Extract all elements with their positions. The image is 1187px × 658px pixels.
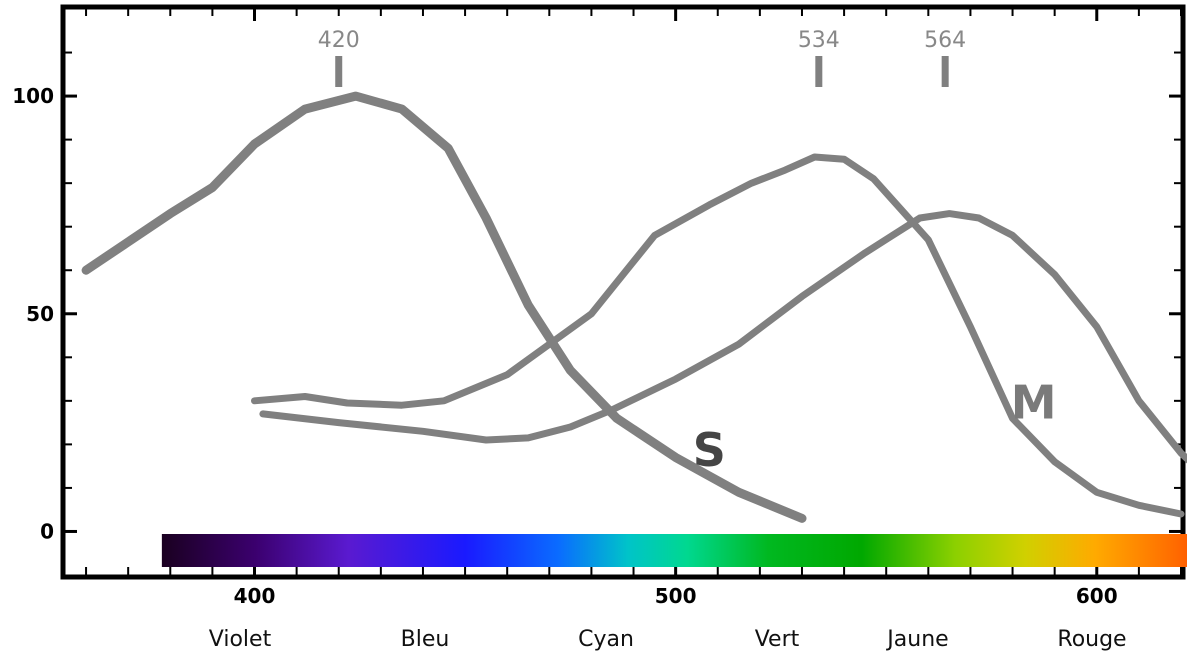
axis-ticks: 0 50 100 400 500 600 — [12, 9, 1182, 608]
series-line-l — [259, 210, 1187, 464]
spectrum-bar — [161, 534, 1187, 567]
y-tick-label: 100 — [12, 84, 54, 108]
color-name-jaune: Jaune — [885, 627, 948, 652]
y-tick-label: 0 — [40, 519, 54, 543]
peak-label: 534 — [798, 28, 840, 53]
plot-frame — [60, 4, 1186, 580]
color-name-rouge: Rouge — [1057, 627, 1126, 652]
color-name-bleu: Bleu — [401, 627, 450, 652]
peak-label: 420 — [318, 28, 360, 53]
series-labels: SML — [693, 375, 1057, 477]
series-label-s: S — [693, 423, 726, 477]
peak-label: 564 — [924, 28, 966, 53]
y-tick-label: 50 — [26, 302, 54, 326]
series-line-m — [251, 153, 1185, 518]
color-name-cyan: Cyan — [578, 627, 634, 652]
color-names: Violet Bleu Cyan Vert Jaune Rouge — [209, 627, 1127, 652]
series-line-s — [81, 91, 807, 523]
x-tick-label: 400 — [234, 584, 276, 608]
peak-markers: 420 534 564 — [318, 28, 966, 87]
color-name-vert: Vert — [755, 627, 800, 652]
series-label-m: M — [1011, 375, 1057, 429]
color-name-violet: Violet — [209, 627, 272, 652]
x-tick-label: 500 — [655, 584, 697, 608]
x-tick-label: 600 — [1076, 584, 1118, 608]
series-lines — [81, 91, 1187, 523]
